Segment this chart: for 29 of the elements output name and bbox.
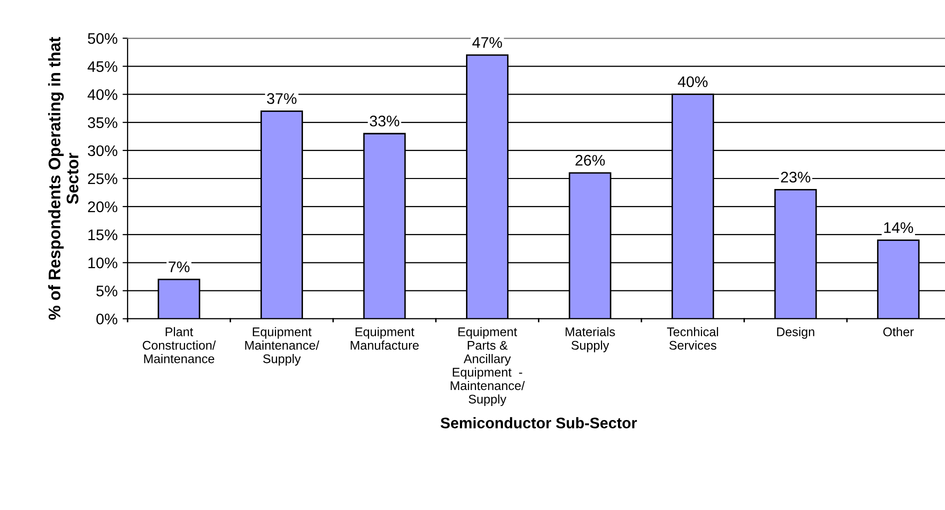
- x-axis-title: Semiconductor Sub-Sector: [440, 417, 637, 428]
- x-tick-label: Plant Construction/ Maintenance: [142, 327, 216, 364]
- y-tick-label: 15%: [88, 230, 118, 240]
- y-tick-label: 25%: [88, 173, 118, 184]
- x-tick-label: Design: [777, 327, 814, 339]
- y-tick-label: 30%: [88, 145, 118, 156]
- x-tick-label: Equipment Maintenance/ Supply: [245, 327, 320, 366]
- x-tick-label: Materials Supply: [566, 327, 615, 352]
- y-tick-label: 0%: [96, 314, 118, 324]
- data-label: 33%: [370, 116, 400, 126]
- y-tick-label: 45%: [88, 61, 118, 72]
- y-tick-label: 35%: [88, 117, 118, 128]
- x-tick-label: Equipment Manufacture: [350, 327, 419, 350]
- x-tick-label: Tecnhical Services: [667, 327, 718, 350]
- data-label: 40%: [678, 76, 708, 88]
- data-label: 23%: [781, 172, 810, 183]
- data-label: 37%: [267, 93, 296, 104]
- x-tick-label: Other: [883, 327, 914, 336]
- y-tick-label: 20%: [88, 201, 118, 212]
- y-tick-label: 5%: [96, 286, 118, 296]
- x-tick-label: Equipment Parts & Ancillary Equipment - Maintenance/ Supply: [450, 327, 525, 406]
- y-axis-title: % of Respondents Operating in that Sector: [48, 37, 78, 320]
- y-tick-label: 40%: [88, 89, 118, 100]
- data-label: 7%: [168, 262, 190, 272]
- data-label: 47%: [472, 37, 502, 48]
- y-tick-label: 50%: [88, 33, 118, 44]
- data-label: 26%: [576, 154, 605, 166]
- y-tick-label: 10%: [88, 258, 118, 268]
- data-label: 14%: [884, 222, 914, 233]
